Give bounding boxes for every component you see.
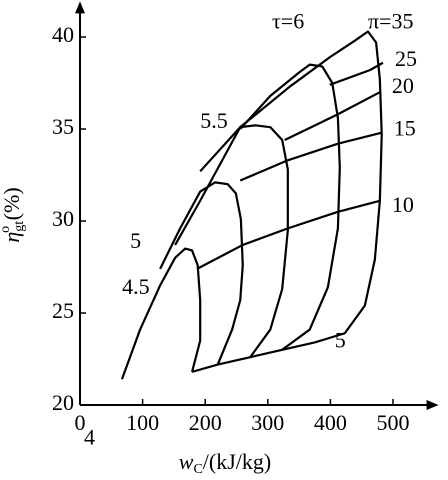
- x-arrow: [426, 400, 439, 410]
- y-label-symbol: η: [0, 232, 24, 243]
- y-tick-label: 30: [52, 206, 74, 231]
- y-tick-label: 40: [52, 22, 74, 47]
- y-tick-label: 35: [52, 114, 74, 139]
- curve-label: τ=6: [272, 9, 304, 34]
- curve: [120, 247, 202, 380]
- curve-label: 5: [335, 327, 346, 352]
- x-label-symbol: w: [179, 449, 194, 474]
- x-tick-label: 100: [126, 410, 159, 435]
- x-tick-label: 400: [314, 410, 347, 435]
- y-tick-label: 20: [52, 390, 74, 415]
- curve-label: 10: [392, 192, 414, 217]
- y-tick-label: 25: [52, 298, 74, 323]
- curve: [239, 131, 383, 182]
- curve-label: 5.5: [200, 108, 228, 133]
- x-tick-label: 0: [75, 410, 86, 435]
- curve-label: 4: [84, 424, 95, 449]
- x-tick-label: 200: [189, 410, 222, 435]
- curve: [284, 91, 381, 142]
- y-axis-label: ηgto (%): [0, 187, 27, 242]
- curve-label: π=35: [368, 9, 414, 34]
- x-tick-label: 300: [251, 410, 284, 435]
- x-tick-label: 500: [377, 410, 410, 435]
- x-axis-label: wC/(kJ/kg): [179, 449, 271, 477]
- x-label-sub: C: [193, 462, 202, 477]
- curve-label: 4.5: [122, 274, 149, 299]
- curve: [159, 181, 244, 365]
- y-label-sup: o: [0, 226, 13, 233]
- y-label-unit: (%): [0, 187, 24, 225]
- x-label-unit: /(kJ/kg): [203, 449, 271, 474]
- curve-label: 20: [392, 73, 414, 98]
- y-label-sub: gt: [12, 221, 27, 232]
- curve: [239, 63, 341, 351]
- curve: [199, 30, 383, 344]
- curve-label: 15: [394, 116, 416, 141]
- curve: [329, 61, 384, 86]
- curve: [191, 341, 315, 373]
- curve-label: 5: [130, 228, 141, 253]
- y-arrow: [75, 1, 85, 14]
- curve-label: 25: [395, 46, 417, 71]
- curve: [196, 199, 381, 270]
- curve: [174, 124, 289, 358]
